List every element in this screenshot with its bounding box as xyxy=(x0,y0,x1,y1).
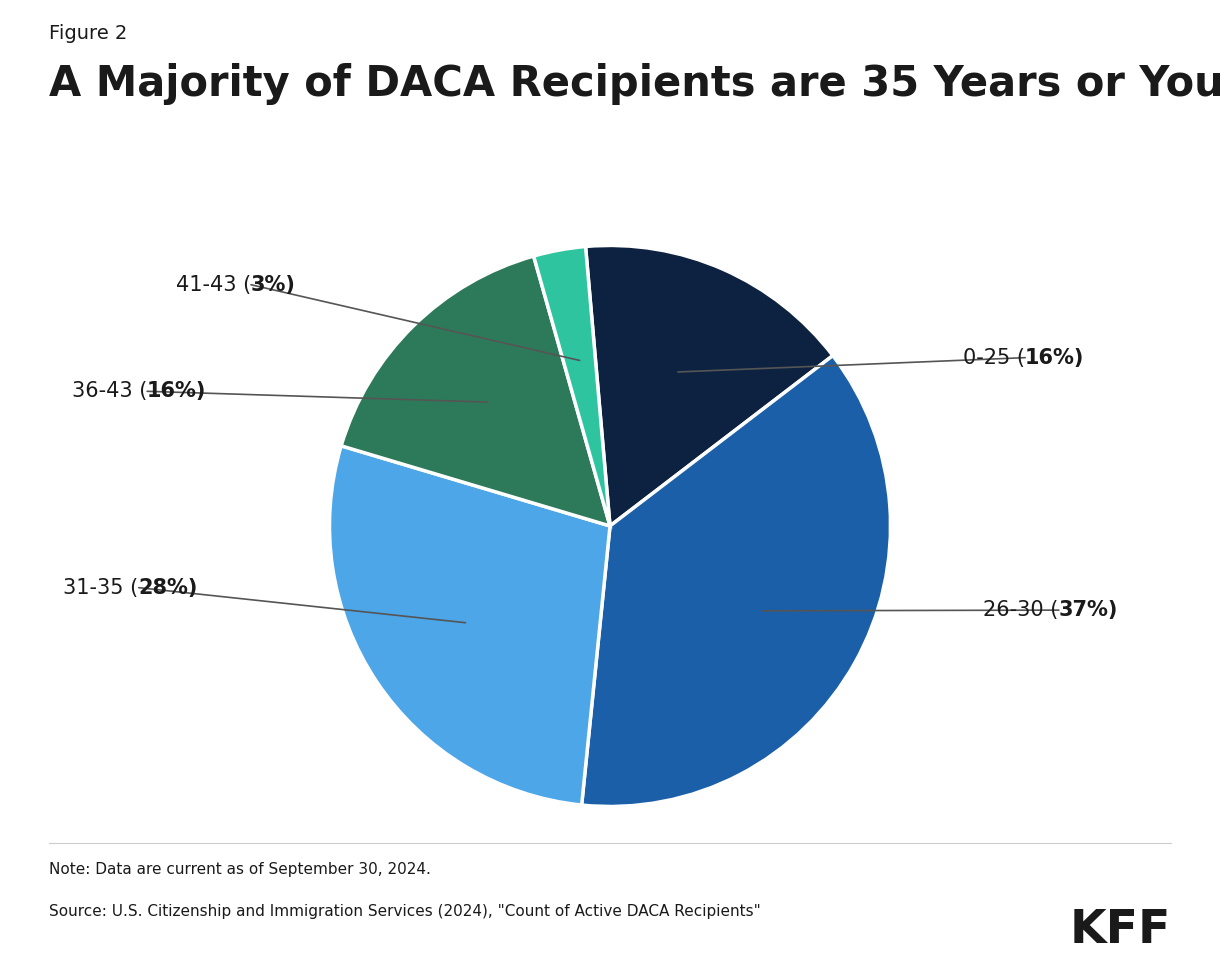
Wedge shape xyxy=(582,356,891,806)
Text: Figure 2: Figure 2 xyxy=(49,24,127,44)
Text: 36-43 (: 36-43 ( xyxy=(72,381,148,401)
Text: 26-30 (: 26-30 ( xyxy=(983,600,1059,620)
Text: 41-43 (: 41-43 ( xyxy=(176,275,251,295)
Wedge shape xyxy=(533,246,610,526)
Text: Note: Data are current as of September 30, 2024.: Note: Data are current as of September 3… xyxy=(49,862,431,877)
Wedge shape xyxy=(342,256,610,526)
Text: 28%): 28%) xyxy=(139,578,198,598)
Text: 31-35 (: 31-35 ( xyxy=(63,578,139,598)
Text: 0-25 (: 0-25 ( xyxy=(963,348,1025,367)
Text: 3%): 3%) xyxy=(251,275,295,295)
Text: 16%): 16%) xyxy=(1025,348,1085,367)
Text: Source: U.S. Citizenship and Immigration Services (2024), "Count of Active DACA : Source: U.S. Citizenship and Immigration… xyxy=(49,904,760,918)
Text: 37%): 37%) xyxy=(1059,600,1119,620)
Wedge shape xyxy=(329,446,610,805)
Text: KFF: KFF xyxy=(1070,908,1171,953)
Wedge shape xyxy=(586,245,833,526)
Text: A Majority of DACA Recipients are 35 Years or Younger: A Majority of DACA Recipients are 35 Yea… xyxy=(49,63,1220,105)
Text: 16%): 16%) xyxy=(148,381,206,401)
